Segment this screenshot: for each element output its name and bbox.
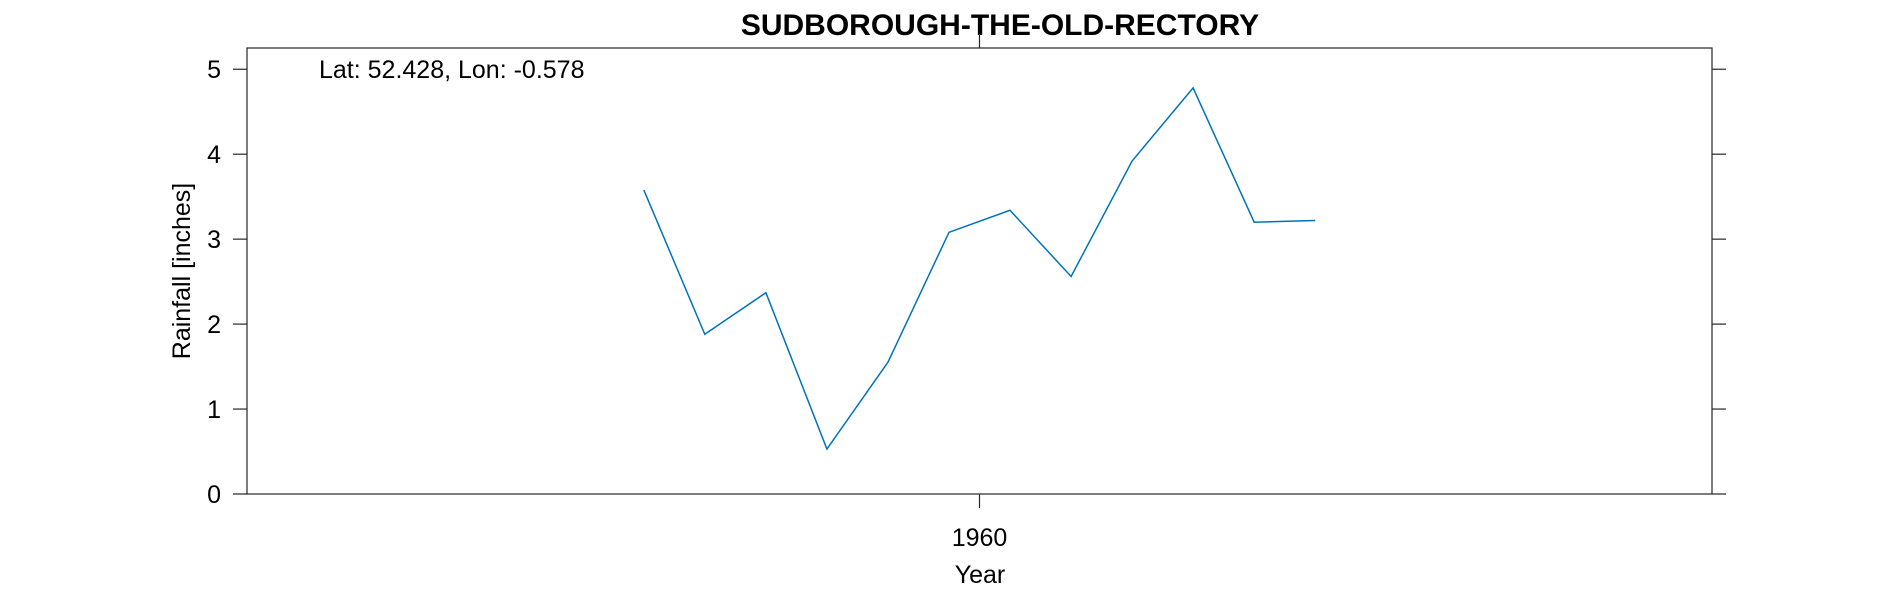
y-tick-label: 0 (207, 481, 221, 509)
x-tick-label: 1960 (952, 524, 1008, 552)
y-tick-label: 5 (207, 56, 221, 84)
y-axis: 0 1 2 3 4 5 (207, 56, 1726, 509)
x-axis: 1960 (952, 34, 1008, 552)
plot-area-frame (246, 47, 1713, 495)
y-axis-label: Rainfall [inches] (168, 183, 196, 359)
y-tick-label: 2 (207, 311, 221, 339)
x-axis-label: Year (955, 561, 1006, 589)
chart-title: SUDBOROUGH-THE-OLD-RECTORY (741, 9, 1259, 42)
series-line (643, 86, 1316, 451)
series-group (643, 86, 1316, 451)
y-tick-label: 4 (207, 141, 221, 169)
y-tick-label: 1 (207, 396, 221, 424)
location-annotation: Lat: 52.428, Lon: -0.578 (319, 56, 585, 84)
y-tick-label: 3 (207, 226, 221, 254)
